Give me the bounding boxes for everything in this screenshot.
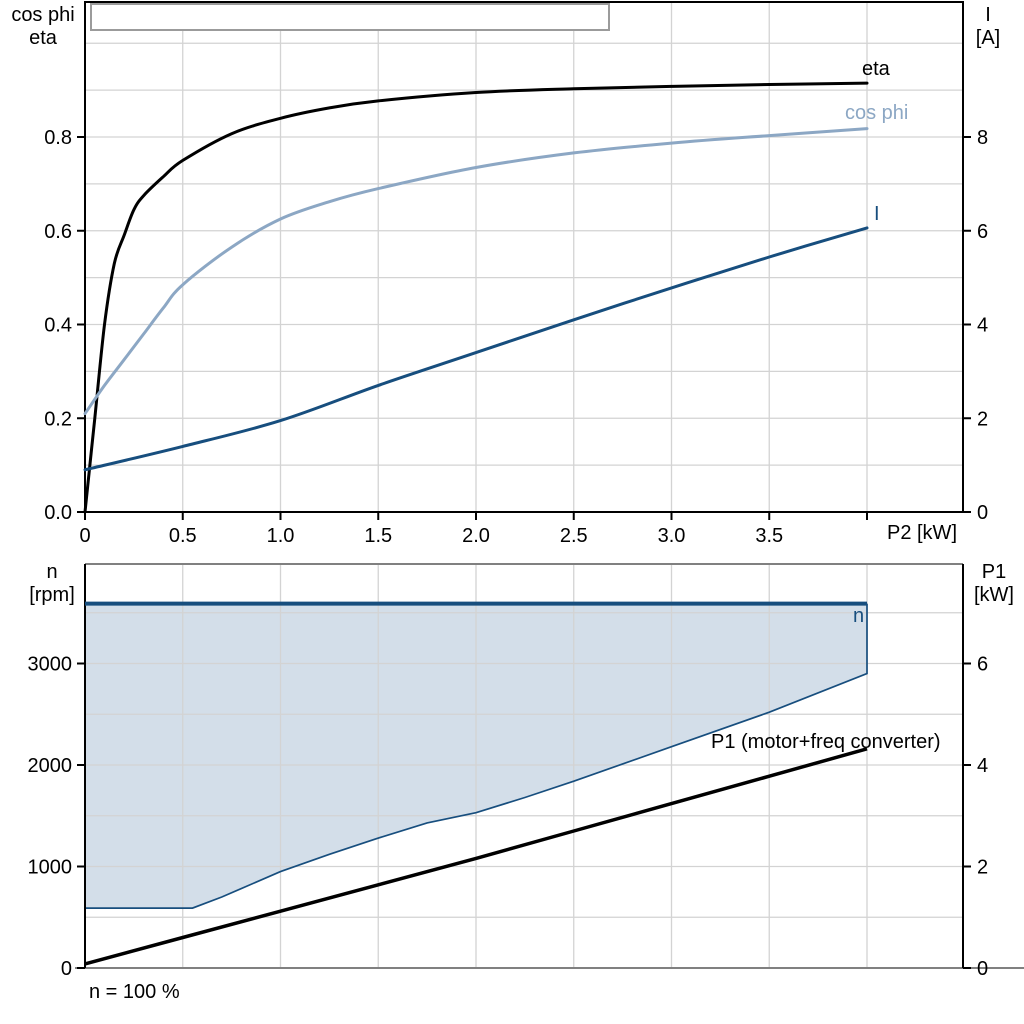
curve-cos-phi: [83, 127, 869, 416]
tick-label: 2000: [28, 755, 73, 777]
tick-label: 0.8: [44, 127, 72, 149]
tick-label: 0.2: [44, 408, 72, 430]
curve-label-current: I: [874, 203, 880, 225]
tick-label: 4: [977, 755, 988, 777]
speed-annotation: n = 100 %: [89, 981, 180, 1003]
bottom-left-axis-label: n [rpm]: [16, 561, 88, 607]
curve-p1: [84, 747, 868, 966]
tick-label: 0: [79, 525, 90, 547]
curve-label-eta: eta: [862, 58, 890, 80]
tick-label: 3000: [28, 654, 73, 676]
curve-current: [83, 226, 869, 472]
tick-label: 0: [977, 958, 988, 980]
x-axis-label: P2 [kW]: [886, 522, 957, 544]
curve-eta: [83, 81, 869, 514]
speed-range-boundary: [85, 603, 868, 909]
axis-label-ampere-unit: [A]: [975, 27, 1001, 49]
tick-label: 6: [977, 654, 988, 676]
top-right-axis-label: I [A]: [956, 4, 1020, 50]
tick-label: 2: [977, 857, 988, 879]
curve-label-p1: P1 (motor+freq converter): [711, 731, 941, 753]
tick-label: 0.4: [44, 315, 72, 337]
tick-label: 0.6: [44, 221, 72, 243]
tick-label: 2.5: [560, 525, 588, 547]
tick-label: 2: [977, 408, 988, 430]
axis-label-rpm-unit: [rpm]: [29, 584, 75, 606]
tick-label: 0: [61, 958, 72, 980]
tick-label: 1.5: [364, 525, 392, 547]
chart-title-box: CRE5-16 + 112MC 4 kW 3*500 V, 50 Hz, SF …: [90, 3, 610, 31]
tick-label: 0.0: [44, 502, 72, 524]
axis-label-cos-phi: cos phi: [11, 4, 75, 26]
top-chart-frame: [84, 1, 964, 513]
tick-label: 0: [977, 502, 988, 524]
tick-label: 0.5: [169, 525, 197, 547]
tick-label: 3.5: [755, 525, 783, 547]
axis-label-n: n: [46, 561, 58, 583]
axis-label-p1: P1: [981, 561, 1007, 583]
tick-label: 2.0: [462, 525, 490, 547]
curve-label-n: n: [853, 605, 865, 627]
tick-label: 8: [977, 127, 988, 149]
top-left-axis-label: cos phi eta: [4, 4, 82, 50]
axis-label-kw-unit: [kW]: [974, 584, 1014, 606]
tick-label: 3.0: [658, 525, 686, 547]
chart-title: CRE5-16 + 112MC 4 kW 3*500 V, 50 Hz, SF …: [122, 30, 600, 31]
tick-label: 6: [977, 221, 988, 243]
axis-label-eta: eta: [29, 27, 57, 49]
curve-label-cos-phi: cos phi: [845, 102, 909, 124]
tick-label: 4: [977, 315, 988, 337]
tick-label: 1.0: [267, 525, 295, 547]
bottom-right-axis-label: P1 [kW]: [962, 561, 1024, 607]
axis-label-current: I: [985, 4, 991, 26]
tick-label: 1000: [28, 857, 73, 879]
